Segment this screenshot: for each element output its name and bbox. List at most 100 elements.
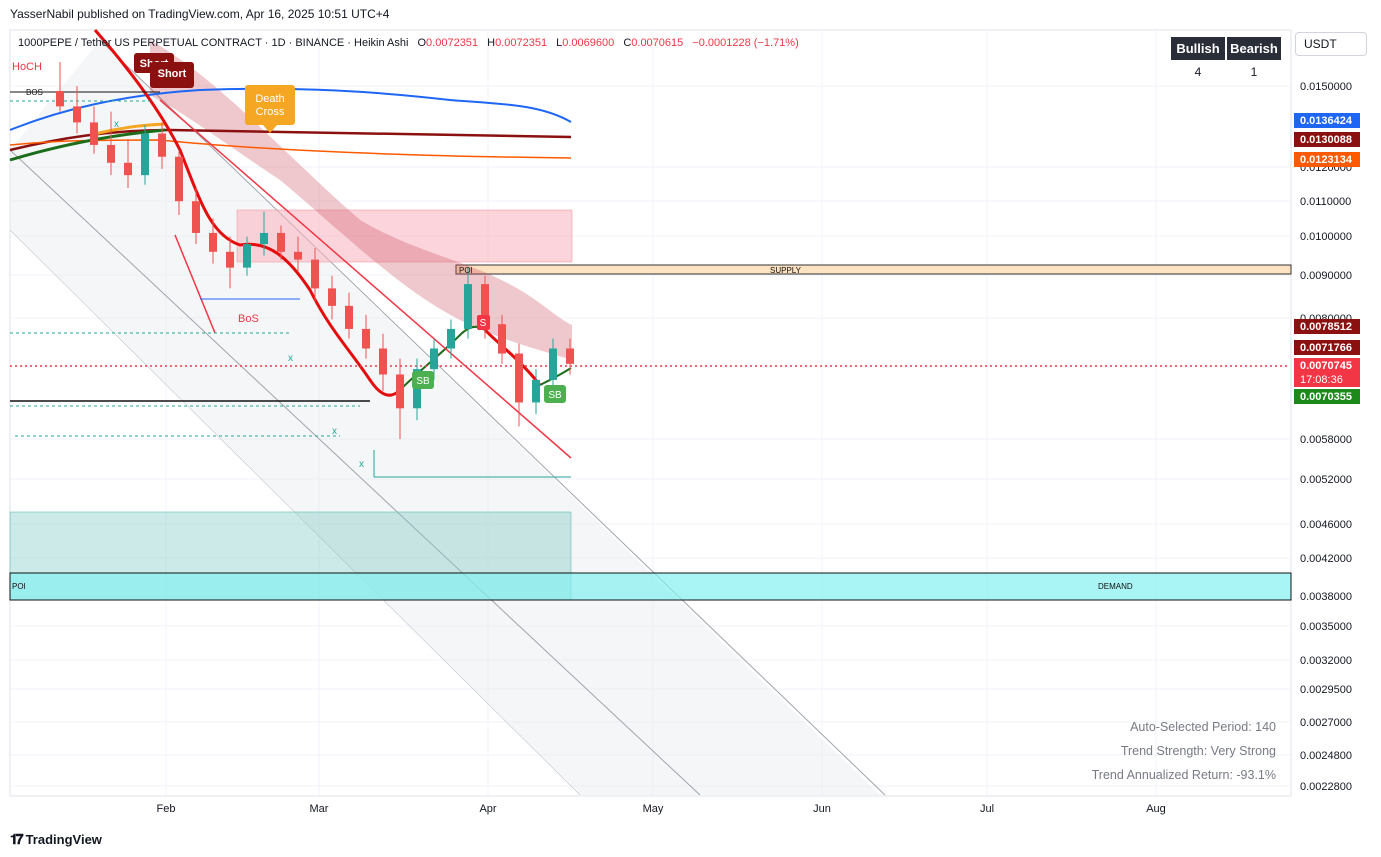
candle-body	[566, 348, 574, 364]
y-tick: 0.0110000	[1300, 196, 1351, 208]
candle-body	[226, 251, 234, 268]
s-badge: S	[477, 315, 490, 330]
x-marker-1: x	[114, 119, 119, 130]
price-tags: 0.0136424 0.0130088 0.0123134 0.0078512 …	[1294, 113, 1360, 404]
trend-cloud	[150, 40, 572, 360]
currency-selector[interactable]: USDT	[1295, 32, 1367, 56]
price-tag-upper: 0.0078512	[1300, 321, 1352, 333]
price-tag-orange-bg	[1294, 152, 1360, 167]
open-label: O	[417, 37, 426, 49]
regression-info: Auto-Selected Period: 140 Trend Strength…	[1092, 715, 1276, 787]
regression-channel	[10, 40, 880, 795]
price-tag-darkred: 0.0130088	[1300, 134, 1352, 146]
y-tick: 0.0046000	[1300, 519, 1352, 531]
bos-mid-label: BoS	[238, 313, 259, 325]
hoch-label: HoCH	[12, 61, 42, 73]
x-marker-2: x	[288, 353, 293, 364]
publisher-header: YasserNabil published on TradingView.com…	[10, 7, 390, 21]
candle-body	[243, 244, 251, 268]
bos-arrow-line	[174, 234, 216, 334]
candle-body	[532, 379, 540, 403]
price-tag-upper-bg	[1294, 319, 1360, 334]
y-tick: 0.0058000	[1300, 434, 1352, 446]
trend-line-red-2	[483, 328, 542, 386]
low-value: 0.0069600	[562, 37, 614, 49]
candle-body	[192, 201, 200, 233]
strength-line: Trend Strength: Very Strong	[1120, 744, 1276, 758]
supply-label: SUPPLY	[770, 266, 802, 275]
death-cross-line1: Death	[255, 93, 284, 105]
short-label-2: Short	[158, 68, 187, 80]
x-marker-4: x	[359, 459, 364, 470]
candle-body	[158, 133, 166, 157]
price-tag-green-bg	[1294, 389, 1360, 404]
ma-darkred	[9, 128, 572, 152]
ma-green-early	[9, 128, 166, 162]
bullish-count: 4	[1194, 65, 1202, 79]
y-tick: 0.0100000	[1300, 231, 1352, 243]
demand-label: DEMAND	[1098, 582, 1133, 591]
x-tick-jun: Jun	[813, 803, 831, 815]
candle-body	[294, 251, 302, 260]
candle-body	[260, 232, 268, 245]
high-value: 0.0072351	[495, 37, 547, 49]
candle-body	[209, 232, 217, 252]
trend-line-red	[93, 29, 402, 397]
y-tick: 0.0052000	[1300, 474, 1352, 486]
candle-body	[141, 133, 149, 176]
symbol-name: 1000PEPE / Tether US PERPETUAL CONTRACT …	[18, 37, 408, 49]
x-tick-jul: Jul	[980, 803, 994, 815]
x-tick-mar: Mar	[310, 803, 329, 815]
y-tick: 0.0042000	[1300, 553, 1352, 565]
bullish-header: Bullish	[1170, 36, 1226, 61]
symbol-legend[interactable]: 1000PEPE / Tether US PERPETUAL CONTRACT …	[18, 37, 799, 49]
supply-zone-box	[236, 209, 573, 263]
candle-body	[311, 259, 319, 289]
candle-body	[464, 284, 472, 329]
tradingview-logo-text: TradingView	[25, 832, 102, 847]
y-tick: 0.0027000	[1300, 717, 1352, 729]
change-value: −0.0001228 (−1.71%)	[692, 37, 798, 49]
ma-yellow	[89, 122, 166, 137]
candle-body	[277, 232, 285, 252]
y-tick: 0.0032000	[1300, 655, 1352, 667]
candle-body	[124, 162, 132, 176]
ma-blue	[9, 87, 572, 131]
death-cross-line2: Cross	[256, 106, 285, 118]
low-label: L	[556, 37, 562, 49]
sb-label-1: SB	[416, 376, 430, 387]
y-axis: 0.0150000 0.0120000 0.0110000 0.0100000 …	[1300, 81, 1352, 793]
x-axis: Feb Mar Apr May Jun Jul Aug	[157, 803, 1166, 815]
candle-body	[396, 374, 404, 409]
candle-body	[481, 284, 489, 325]
y-tick: 0.0024800	[1300, 750, 1352, 762]
channel-lower-line	[9, 149, 701, 796]
sb-badge-1: SB	[412, 371, 434, 389]
channel-upper-line	[99, 39, 886, 796]
candle-body	[362, 328, 370, 349]
candle-body	[379, 348, 387, 375]
price-tag-darkred-bg	[1294, 132, 1360, 147]
close-value: 0.0070615	[631, 37, 683, 49]
price-tag-mid: 0.0071766	[1300, 342, 1352, 354]
x-tick-may: May	[643, 803, 664, 815]
demand-band	[9, 572, 1292, 601]
y-tick: 0.0090000	[1300, 270, 1352, 282]
signal-stats-table: Bullish Bearish 4 1	[1170, 36, 1282, 79]
candle-body	[430, 348, 438, 370]
y-tick: 0.0038000	[1300, 591, 1352, 603]
death-cross-badge: Death Cross	[245, 85, 295, 133]
candle-body	[515, 353, 523, 403]
candle-body	[73, 106, 81, 123]
y-tick: 0.0029500	[1300, 684, 1352, 696]
candle-body	[107, 144, 115, 163]
s-label: S	[480, 318, 487, 329]
price-tag-blue: 0.0136424	[1300, 115, 1353, 127]
price-tag-green: 0.0070355	[1300, 391, 1352, 403]
sb-badge-2: SB	[544, 385, 566, 403]
tradingview-logo[interactable]: 𝟏𝟕 TradingView	[10, 831, 102, 848]
candle-body	[175, 156, 183, 202]
candle-body	[56, 90, 64, 107]
tradingview-logo-icon: 𝟏𝟕	[10, 831, 24, 847]
